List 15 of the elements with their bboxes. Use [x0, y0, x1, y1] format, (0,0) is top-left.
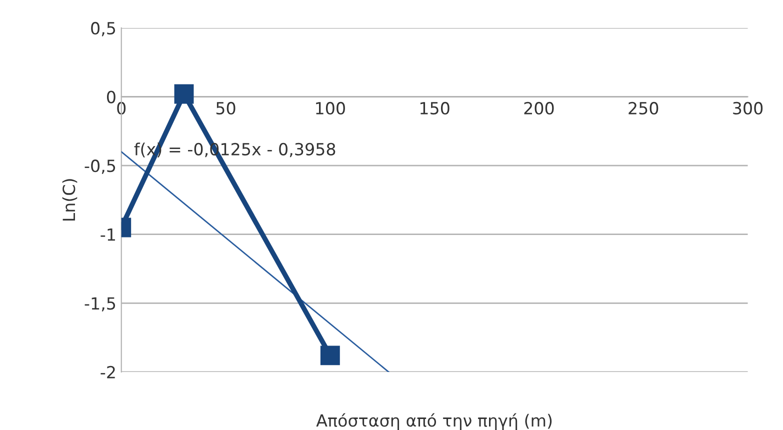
y-tick-label: -1	[100, 228, 115, 241]
x-tick-label: 100	[316, 102, 345, 115]
x-tick-label: 200	[524, 102, 554, 115]
y-tick-label: 0	[107, 90, 116, 104]
x-axis-title: Απόσταση από την πηγή (m)	[316, 413, 552, 430]
x-tick-label: 50	[216, 102, 236, 115]
y-tick-label: -2	[100, 366, 115, 378]
x-tick-label: 250	[628, 102, 658, 115]
y-tick-label: -0,5	[84, 160, 116, 174]
y-axis-title: Ln(C)	[62, 179, 78, 221]
x-tick-label: 150	[420, 102, 450, 115]
x-tick-label: 0	[117, 102, 126, 115]
x-tick-label: 300	[733, 102, 763, 115]
y-tick-label: 0,5	[91, 22, 116, 36]
y-tick-label: -1,5	[84, 297, 116, 312]
